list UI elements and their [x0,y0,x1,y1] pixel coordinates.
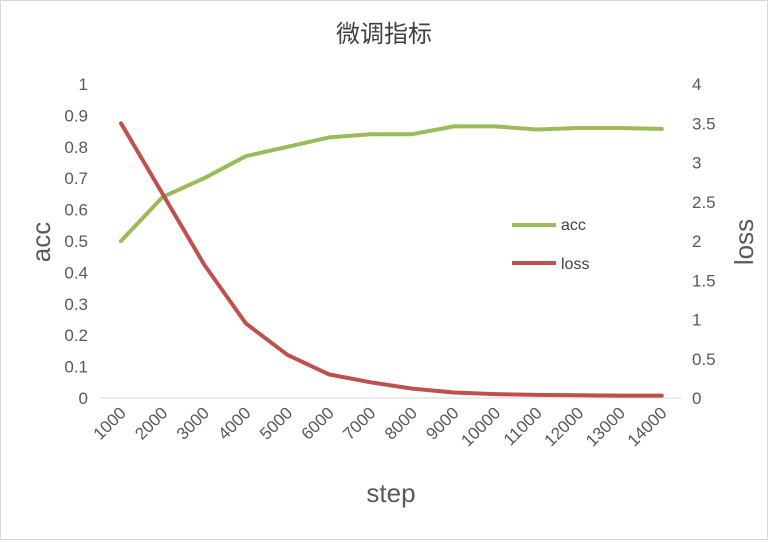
y-left-tick-label: 0.1 [64,358,88,377]
chart-title: 微调指标 [336,20,432,48]
y-right-axis-title: loss [729,219,759,265]
y-right-tick-label: 0 [692,389,701,408]
legend: acc loss [512,217,589,273]
x-tick-label: 2000 [131,403,171,443]
y-right-tick-label: 0.5 [692,350,716,369]
series-line-acc [119,124,664,243]
y-left-tick-label: 0 [79,389,88,408]
y-left-tick-label: 0.3 [64,295,88,314]
x-tick-label: 3000 [173,403,213,443]
y-left-tick-label: 0.4 [64,263,88,282]
x-tick-label: 10000 [457,403,504,450]
x-tick-label: 7000 [339,403,379,443]
x-tick-label: 11000 [500,403,546,449]
y-left-tick-label: 0.5 [64,232,88,251]
y-right-tick-label: 4 [692,75,701,94]
y-left-tick-label: 0.6 [64,201,88,220]
x-tick-label: 6000 [298,403,338,443]
x-axis-ticks: 1000 2000 3000 4000 5000 6000 7000 8000 90001000… [90,403,671,450]
y-left-tick-label: 0.8 [64,138,88,157]
y-left-tick-label: 0.9 [64,106,88,125]
y-left-axis-title: acc [26,222,56,262]
legend-loss-label: loss [561,256,589,273]
y-left-tick-label: 0.7 [64,169,88,188]
x-tick-label: 1000 [90,403,130,443]
y-right-tick-label: 2.5 [692,193,716,212]
y-right-tick-label: 2 [692,232,701,251]
y-right-tick-label: 3.5 [692,114,716,133]
x-tick-label: 13000 [582,403,629,450]
y-left-tick-label: 1 [79,75,88,94]
left-axis-ticks: 0 0.1 0.2 0.3 0.4 0.5 0.6 0.7 0.8 0.9 1 [64,75,88,408]
series-layer [119,121,664,398]
x-tick-label: 4000 [214,403,254,443]
y-left-tick-label: 0.2 [64,326,88,345]
x-axis-title: step [366,478,415,508]
x-tick-label: 12000 [541,403,588,450]
right-axis-ticks: 0 0.5 1 1.5 2 2.5 3 3.5 4 [692,75,716,408]
legend-acc-label: acc [561,217,586,234]
x-tick-label: 14000 [624,403,671,450]
x-tick-label: 5000 [256,403,296,443]
y-right-tick-label: 1.5 [692,271,716,290]
series-line-loss [119,121,664,398]
y-right-tick-label: 3 [692,154,701,173]
x-tick-label: 9000 [422,403,462,443]
y-right-tick-label: 1 [692,311,701,330]
x-tick-label: 8000 [381,403,421,443]
